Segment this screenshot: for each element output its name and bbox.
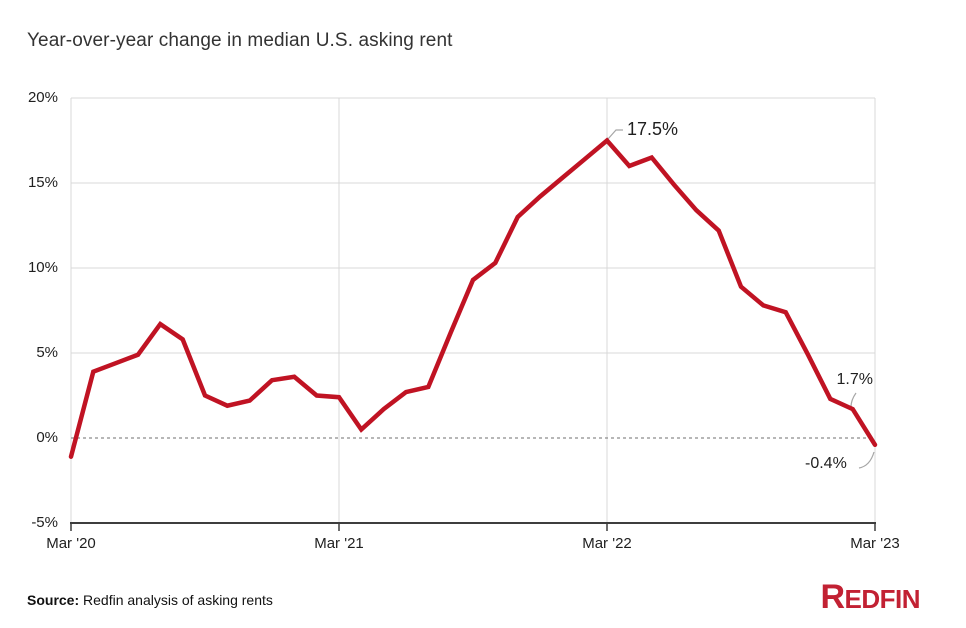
y-axis-label-0: 0% [36, 429, 58, 446]
source-text: Redfin analysis of asking rents [79, 592, 273, 608]
x-axis-label-mar20: Mar '20 [46, 535, 96, 552]
y-axis-label-5: 5% [36, 344, 58, 361]
source-label: Source: [27, 592, 80, 608]
peak-annotation: 17.5% [627, 119, 679, 139]
y-axis-label-10: 10% [27, 259, 58, 276]
mar-2023-annotation: -0.4% [805, 455, 847, 472]
y-axis-label-20: 20% [27, 89, 58, 106]
x-axis-label-mar23: Mar '23 [850, 535, 900, 552]
y-axis-label-neg5: -5% [31, 514, 58, 531]
x-axis-label-mar21: Mar '21 [314, 535, 364, 552]
source-note: Source: Redfin analysis of asking rents [27, 592, 273, 608]
feb-2023-annotation: 1.7% [836, 371, 873, 388]
rent-line [68, 137, 878, 459]
y-axis-label-15: 15% [27, 174, 58, 191]
redfin-logo: Redfin [820, 578, 920, 616]
peak-connector-line [607, 129, 623, 140]
feb23-connector-line [850, 392, 857, 408]
mar23-connector-line [858, 451, 875, 469]
chart-title: Year-over-year change in median U.S. ask… [27, 30, 453, 51]
x-axis-label-mar22: Mar '22 [582, 535, 632, 552]
